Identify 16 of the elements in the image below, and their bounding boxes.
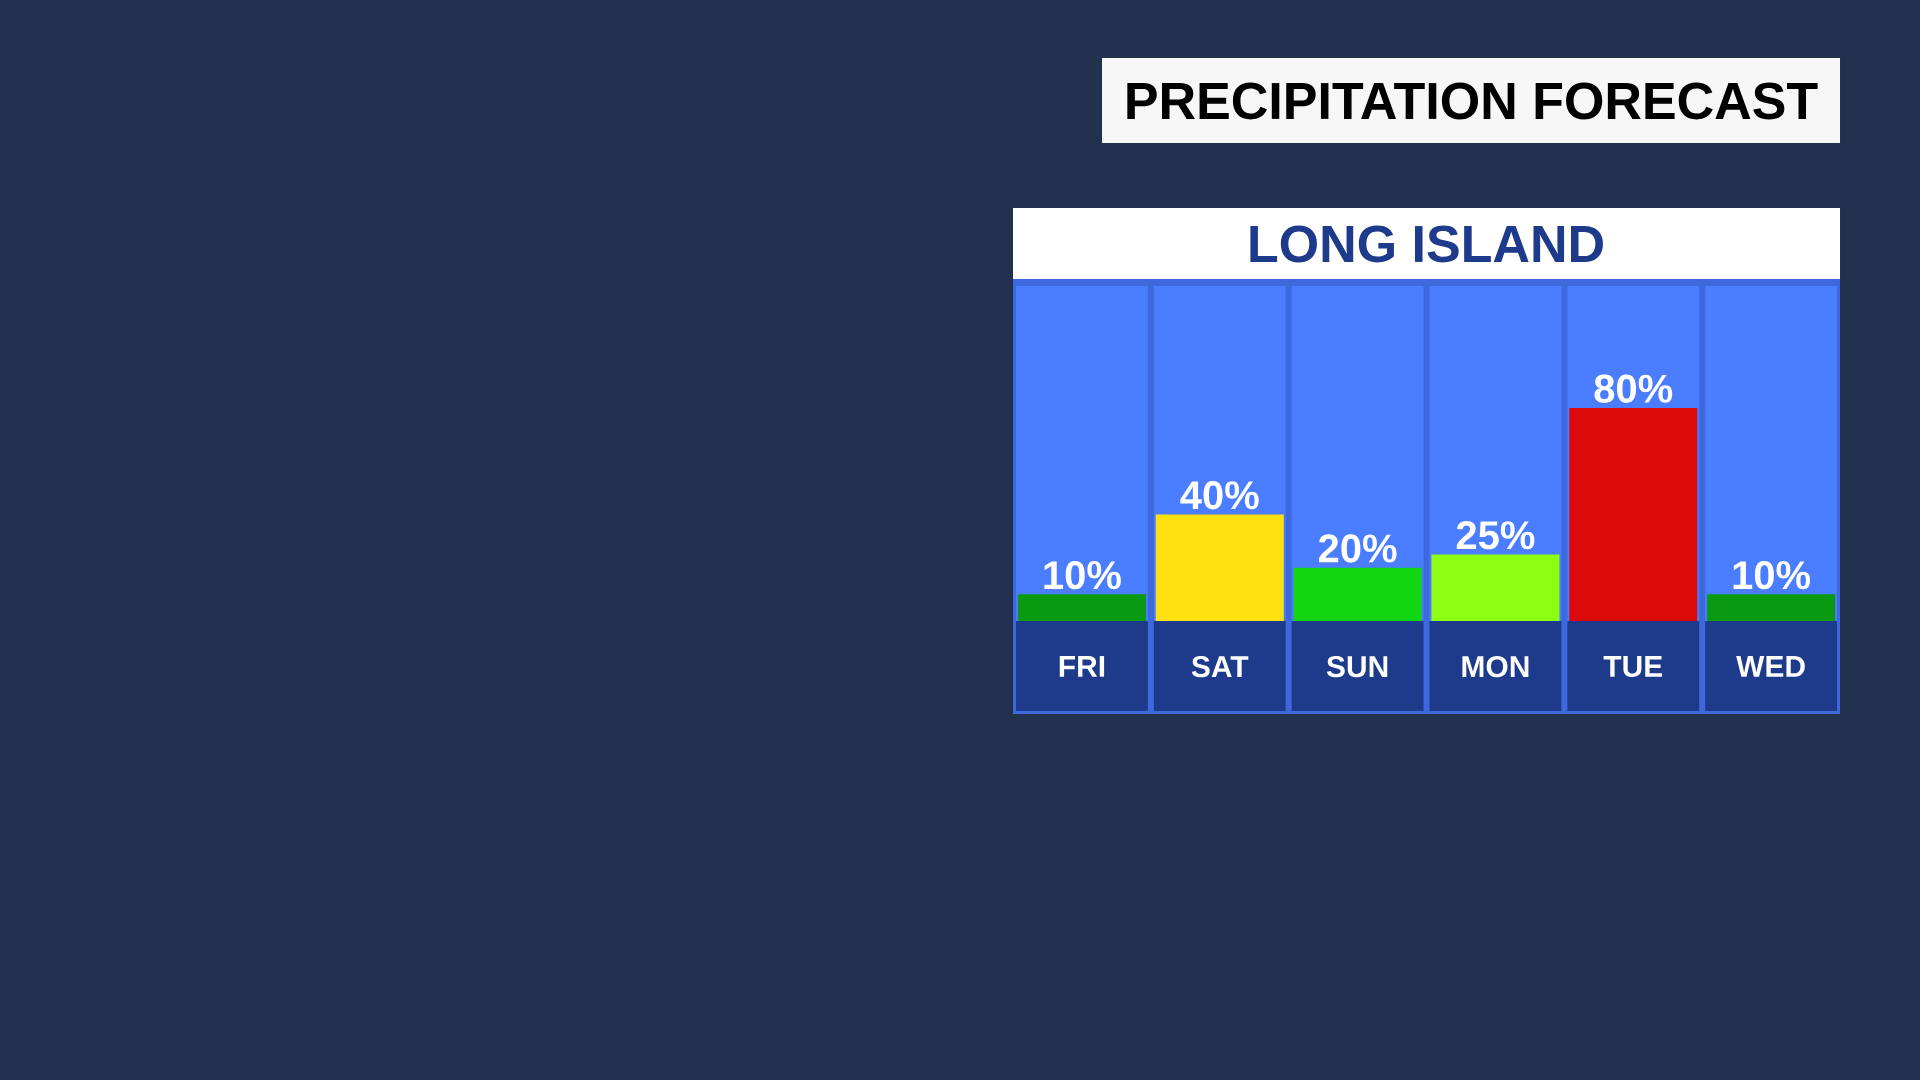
data-label: 40% [1180,481,1259,510]
x-tick-label: TUE [1603,656,1663,677]
x-tick-label: MON [1462,656,1529,678]
x-tick-label: WED [1736,656,1805,677]
x-tick-label: FRI [1059,656,1105,677]
chart-subtitle: LONG ISLAND [1250,225,1603,263]
data-label: 10% [1733,560,1811,590]
chart-title: PRECIPITATION FORECAST [1127,82,1818,120]
bar [1017,594,1146,621]
data-label: 10% [1044,560,1121,590]
data-label: 20% [1318,534,1397,563]
x-tick-label: SAT [1191,656,1249,678]
bar [1707,594,1836,621]
data-label: 80% [1594,374,1673,403]
x-tick-label: SUN [1326,656,1388,678]
data-label: 25% [1456,521,1535,550]
